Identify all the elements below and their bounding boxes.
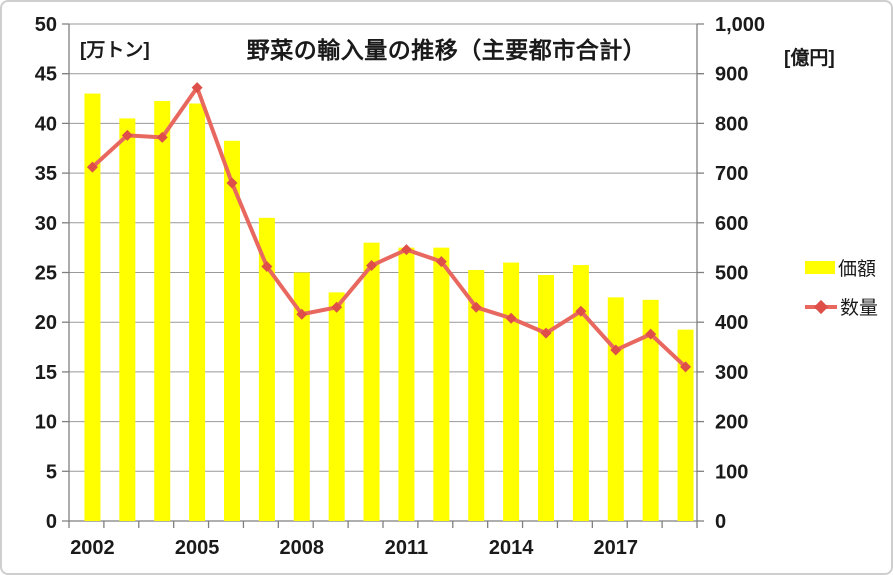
marker-2016 xyxy=(575,305,587,317)
left-axis-unit-label: [万トン] xyxy=(80,40,150,61)
marker-2004 xyxy=(156,131,168,143)
marker-2010 xyxy=(366,260,378,272)
x-label-2011: 2011 xyxy=(385,537,428,559)
marker-2013 xyxy=(470,301,482,313)
marker-2014 xyxy=(505,312,517,324)
marker-2003 xyxy=(121,129,133,141)
bar-2015 xyxy=(538,274,554,521)
x-label-2008: 2008 xyxy=(280,537,325,559)
chart-title: 野菜の輸入量の推移（主要都市合計） xyxy=(246,37,647,63)
marker-2017 xyxy=(610,344,622,356)
marker-2015 xyxy=(540,327,552,339)
x-label-2014: 2014 xyxy=(489,537,534,559)
marker-2006 xyxy=(226,177,238,189)
right-tick-label-1000: 1,000 xyxy=(715,14,765,36)
marker-2018 xyxy=(645,328,657,340)
bar-2008 xyxy=(293,272,310,521)
right-tick-label-700: 700 xyxy=(715,163,748,185)
left-tick-label-40: 40 xyxy=(35,113,57,135)
marker-2002 xyxy=(86,161,98,173)
chart-legend: 価額 数量 xyxy=(805,254,878,319)
x-label-2017: 2017 xyxy=(594,537,639,559)
left-tick-label-45: 45 xyxy=(35,64,57,86)
left-tick-label-35: 35 xyxy=(35,163,57,185)
bar-2018 xyxy=(642,299,659,521)
marker-2005 xyxy=(191,82,203,94)
diamond-marker-icon xyxy=(813,299,829,314)
bar-2016 xyxy=(572,265,589,521)
right-tick-label-200: 200 xyxy=(715,412,748,434)
bar-2011 xyxy=(398,247,415,521)
right-tick-label-500: 500 xyxy=(715,263,748,285)
right-tick-label-600: 600 xyxy=(715,213,748,235)
marker-2009 xyxy=(331,301,343,313)
bar-2013 xyxy=(468,270,485,521)
bar-2003 xyxy=(119,118,136,522)
left-tick-label-0: 0 xyxy=(46,511,57,533)
bar-2006 xyxy=(224,140,240,522)
legend-label-value: 価額 xyxy=(838,258,877,280)
bar-2002 xyxy=(84,93,101,521)
right-tick-label-900: 900 xyxy=(715,64,748,86)
right-tick-label-300: 300 xyxy=(715,362,748,384)
line-series-swatch-icon xyxy=(805,299,837,314)
right-tick-label-800: 800 xyxy=(715,113,748,135)
marker-2011 xyxy=(400,244,412,256)
bar-series-swatch-icon xyxy=(805,260,835,274)
right-axis-unit-label: [億円] xyxy=(784,48,835,69)
left-tick-label-50: 50 xyxy=(35,14,57,36)
bar-2017 xyxy=(607,297,624,521)
left-tick-label-20: 20 xyxy=(35,312,57,334)
bar-2012 xyxy=(433,247,450,521)
right-tick-label-0: 0 xyxy=(715,511,726,533)
legend-entry-value: 価額 xyxy=(805,254,878,280)
legend-entry-quantity: 数量 xyxy=(805,293,878,319)
bar-2014 xyxy=(503,262,520,521)
bar-2005 xyxy=(189,103,206,522)
bar-2019 xyxy=(677,329,694,521)
left-tick-label-30: 30 xyxy=(35,213,57,235)
bar-2009 xyxy=(328,292,345,521)
legend-label-quantity: 数量 xyxy=(840,297,879,319)
bar-2010 xyxy=(363,242,380,521)
bar-2007 xyxy=(258,217,275,521)
right-tick-label-100: 100 xyxy=(715,461,748,483)
left-tick-label-5: 5 xyxy=(46,461,57,483)
bar-2004 xyxy=(154,101,171,521)
left-tick-label-10: 10 xyxy=(35,412,57,434)
marker-2007 xyxy=(261,261,273,273)
marker-2012 xyxy=(435,256,447,268)
x-label-2002: 2002 xyxy=(70,537,115,559)
quantity-line xyxy=(90,85,688,369)
x-label-2005: 2005 xyxy=(175,537,220,559)
left-tick-label-15: 15 xyxy=(35,362,57,384)
left-tick-label-25: 25 xyxy=(35,263,57,285)
marker-2019 xyxy=(680,361,692,373)
marker-2008 xyxy=(296,308,308,320)
right-tick-label-400: 400 xyxy=(715,312,748,334)
